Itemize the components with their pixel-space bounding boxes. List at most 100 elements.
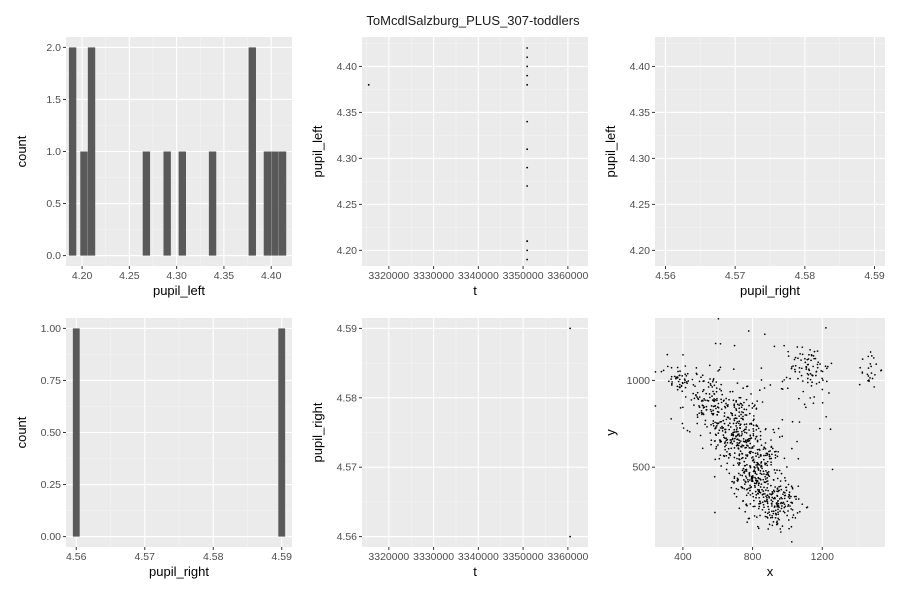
x-tick-label: 4.59: [272, 551, 293, 563]
scatter-point: [751, 479, 754, 481]
x-tick-label: 3340000: [458, 551, 499, 563]
scatter-point: [748, 475, 751, 477]
x-tick-label: 3350000: [503, 270, 544, 282]
scatter-point: [765, 470, 767, 472]
scatter-point: [726, 441, 729, 444]
scatter-point: [723, 399, 725, 402]
panel-background: [362, 37, 588, 266]
scatter-point: [764, 511, 767, 514]
scatter-point: [682, 353, 684, 356]
scatter-point: [872, 357, 875, 359]
scatter-point: [671, 381, 673, 383]
scatter-point: [670, 418, 673, 420]
scatter-point: [763, 486, 765, 489]
scatter-point: [692, 383, 695, 386]
scatter-point: [766, 494, 769, 496]
scatter-point: [728, 398, 730, 401]
panel-scatter-t-pupil-left: 3320000 3330000 3340000 3350000 3360000 4.20 4…: [310, 37, 588, 298]
scatter-point: [741, 474, 744, 477]
scatter-point: [871, 377, 874, 380]
scatter-point: [766, 512, 769, 515]
scatter-point: [735, 424, 737, 427]
y-tick-label: 4.59: [337, 323, 358, 335]
scatter-point: [791, 420, 794, 423]
histogram-bar: [87, 47, 96, 256]
scatter-point: [694, 385, 696, 388]
scatter-point: [758, 489, 760, 491]
scatter-point: [756, 492, 759, 495]
scatter-point: [732, 399, 735, 402]
scatter-point: [751, 407, 754, 409]
scatter-point: [748, 487, 750, 490]
scatter-point: [812, 355, 815, 357]
scatter-point: [666, 365, 669, 368]
scatter-point: [738, 458, 741, 461]
scatter-point: [735, 430, 738, 433]
scatter-point: [766, 464, 769, 467]
scatter-point: [795, 498, 797, 500]
scatter-point: [790, 485, 793, 488]
scatter-point: [759, 502, 762, 504]
scatter-point: [866, 373, 869, 376]
scatter-point: [826, 367, 828, 370]
scatter-point: [783, 457, 786, 460]
scatter-point: [788, 491, 791, 494]
scatter-point: [802, 390, 805, 393]
scatter-point: [739, 402, 742, 405]
x-tick-label: 4.57: [135, 551, 156, 563]
scatter-point: [757, 469, 760, 471]
scatter-point: [764, 442, 767, 444]
scatter-point: [738, 507, 741, 510]
scatter-point: [715, 407, 717, 410]
scatter-point: [759, 434, 762, 437]
scatter-point: [739, 423, 742, 426]
scatter-point: [858, 383, 861, 386]
scatter-point: [725, 397, 727, 400]
scatter-point: [681, 390, 684, 393]
scatter-point: [718, 368, 721, 371]
scatter-point: [736, 438, 739, 441]
scatter-point: [755, 493, 758, 496]
scatter-point: [792, 365, 794, 367]
scatter-point: [742, 429, 745, 432]
scatter-point: [745, 477, 748, 479]
scatter-point: [756, 400, 759, 402]
x-tick-label: 4.58: [203, 551, 224, 563]
scatter-point: [761, 508, 764, 511]
scatter-point: [818, 427, 821, 430]
scatter-point: [754, 472, 757, 475]
scatter-point: [818, 381, 821, 384]
scatter-point: [746, 488, 749, 491]
scatter-point: [768, 496, 771, 499]
scatter-point: [779, 531, 782, 533]
scatter-point: [756, 440, 759, 443]
scatter-point: [809, 348, 811, 351]
scatter-point: [754, 476, 756, 479]
scatter-point: [739, 396, 742, 399]
scatter-point: [794, 370, 797, 373]
scatter-point: [763, 454, 765, 457]
scatter-point: [692, 392, 695, 395]
histogram-bar: [72, 328, 80, 537]
scatter-point: [805, 506, 808, 509]
scatter-point: [790, 540, 793, 543]
scatter-point: [752, 432, 755, 435]
scatter-point: [753, 466, 756, 468]
scatter-point: [681, 406, 684, 409]
y-tick-label: 4.58: [337, 392, 358, 404]
scatter-point: [729, 390, 732, 393]
x-tick-label: 4.56: [66, 551, 87, 563]
scatter-point: [733, 404, 735, 407]
scatter-point: [798, 371, 801, 373]
y-tick-label: 4.20: [630, 245, 651, 257]
scatter-point: [777, 427, 780, 430]
scatter-point: [758, 482, 760, 484]
scatter-point: [757, 427, 760, 430]
scatter-point: [761, 467, 763, 470]
scatter-point: [766, 460, 769, 463]
scatter-point: [679, 407, 682, 409]
scatter-point: [719, 454, 722, 457]
scatter-point: [752, 428, 755, 430]
scatter-point: [766, 454, 769, 456]
y-tick-label: 4.25: [630, 199, 651, 211]
